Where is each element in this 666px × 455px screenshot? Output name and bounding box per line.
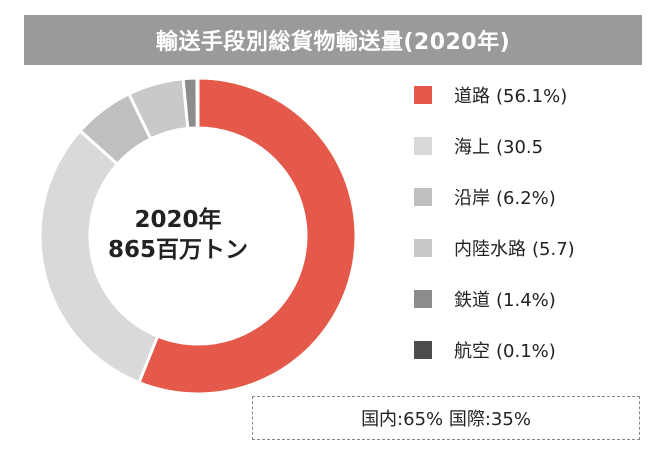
center-total: 865百万トン bbox=[107, 237, 248, 263]
legend-value-road: (56.1%) bbox=[496, 86, 568, 107]
center-year: 2020年 bbox=[134, 207, 222, 233]
legend-label-rail: 鉄道 bbox=[454, 290, 490, 311]
legend-value-coastal: (6.2%) bbox=[496, 188, 556, 209]
legend-item-rail: 鉄道 (1.4%) bbox=[414, 284, 556, 314]
legend-value-sea: (30.5 bbox=[496, 137, 544, 158]
legend-swatch-rail bbox=[414, 290, 432, 308]
legend-item-coastal: 沿岸 (6.2%) bbox=[414, 182, 556, 212]
legend-swatch-coastal bbox=[414, 188, 432, 206]
donut-slice-road bbox=[137, 78, 358, 396]
legend-value-rail: (1.4%) bbox=[496, 290, 556, 311]
center-label: 2020年 865百万トン bbox=[83, 205, 273, 265]
legend-item-air: 航空 (0.1%) bbox=[414, 335, 556, 365]
legend-swatch-air bbox=[414, 341, 432, 359]
legend-item-road: 道路 (56.1%) bbox=[414, 80, 567, 110]
chart-title: 輸送手段別総貨物輸送量(2020年) bbox=[24, 15, 642, 65]
legend-swatch-road bbox=[414, 86, 432, 104]
domestic-international-note: 国内:65% 国際:35% bbox=[252, 396, 640, 440]
legend-swatch-sea bbox=[414, 137, 432, 155]
legend-value-inland-waterway: (5.7) bbox=[532, 239, 575, 260]
legend-label-inland-waterway: 内陸水路 bbox=[454, 239, 526, 260]
donut-chart bbox=[38, 78, 358, 396]
legend-label-air: 航空 bbox=[454, 341, 490, 362]
legend-swatch-inland-waterway bbox=[414, 239, 432, 257]
legend-item-sea: 海上 (30.5 bbox=[414, 131, 543, 161]
legend-label-sea: 海上 bbox=[454, 137, 490, 158]
donut-slice-air bbox=[195, 78, 200, 130]
donut-slice-sea bbox=[38, 129, 160, 385]
legend-label-road: 道路 bbox=[454, 86, 490, 107]
legend-item-inland-waterway: 内陸水路 (5.7) bbox=[414, 233, 575, 263]
legend-label-coastal: 沿岸 bbox=[454, 188, 490, 209]
legend-value-air: (0.1%) bbox=[496, 341, 556, 362]
